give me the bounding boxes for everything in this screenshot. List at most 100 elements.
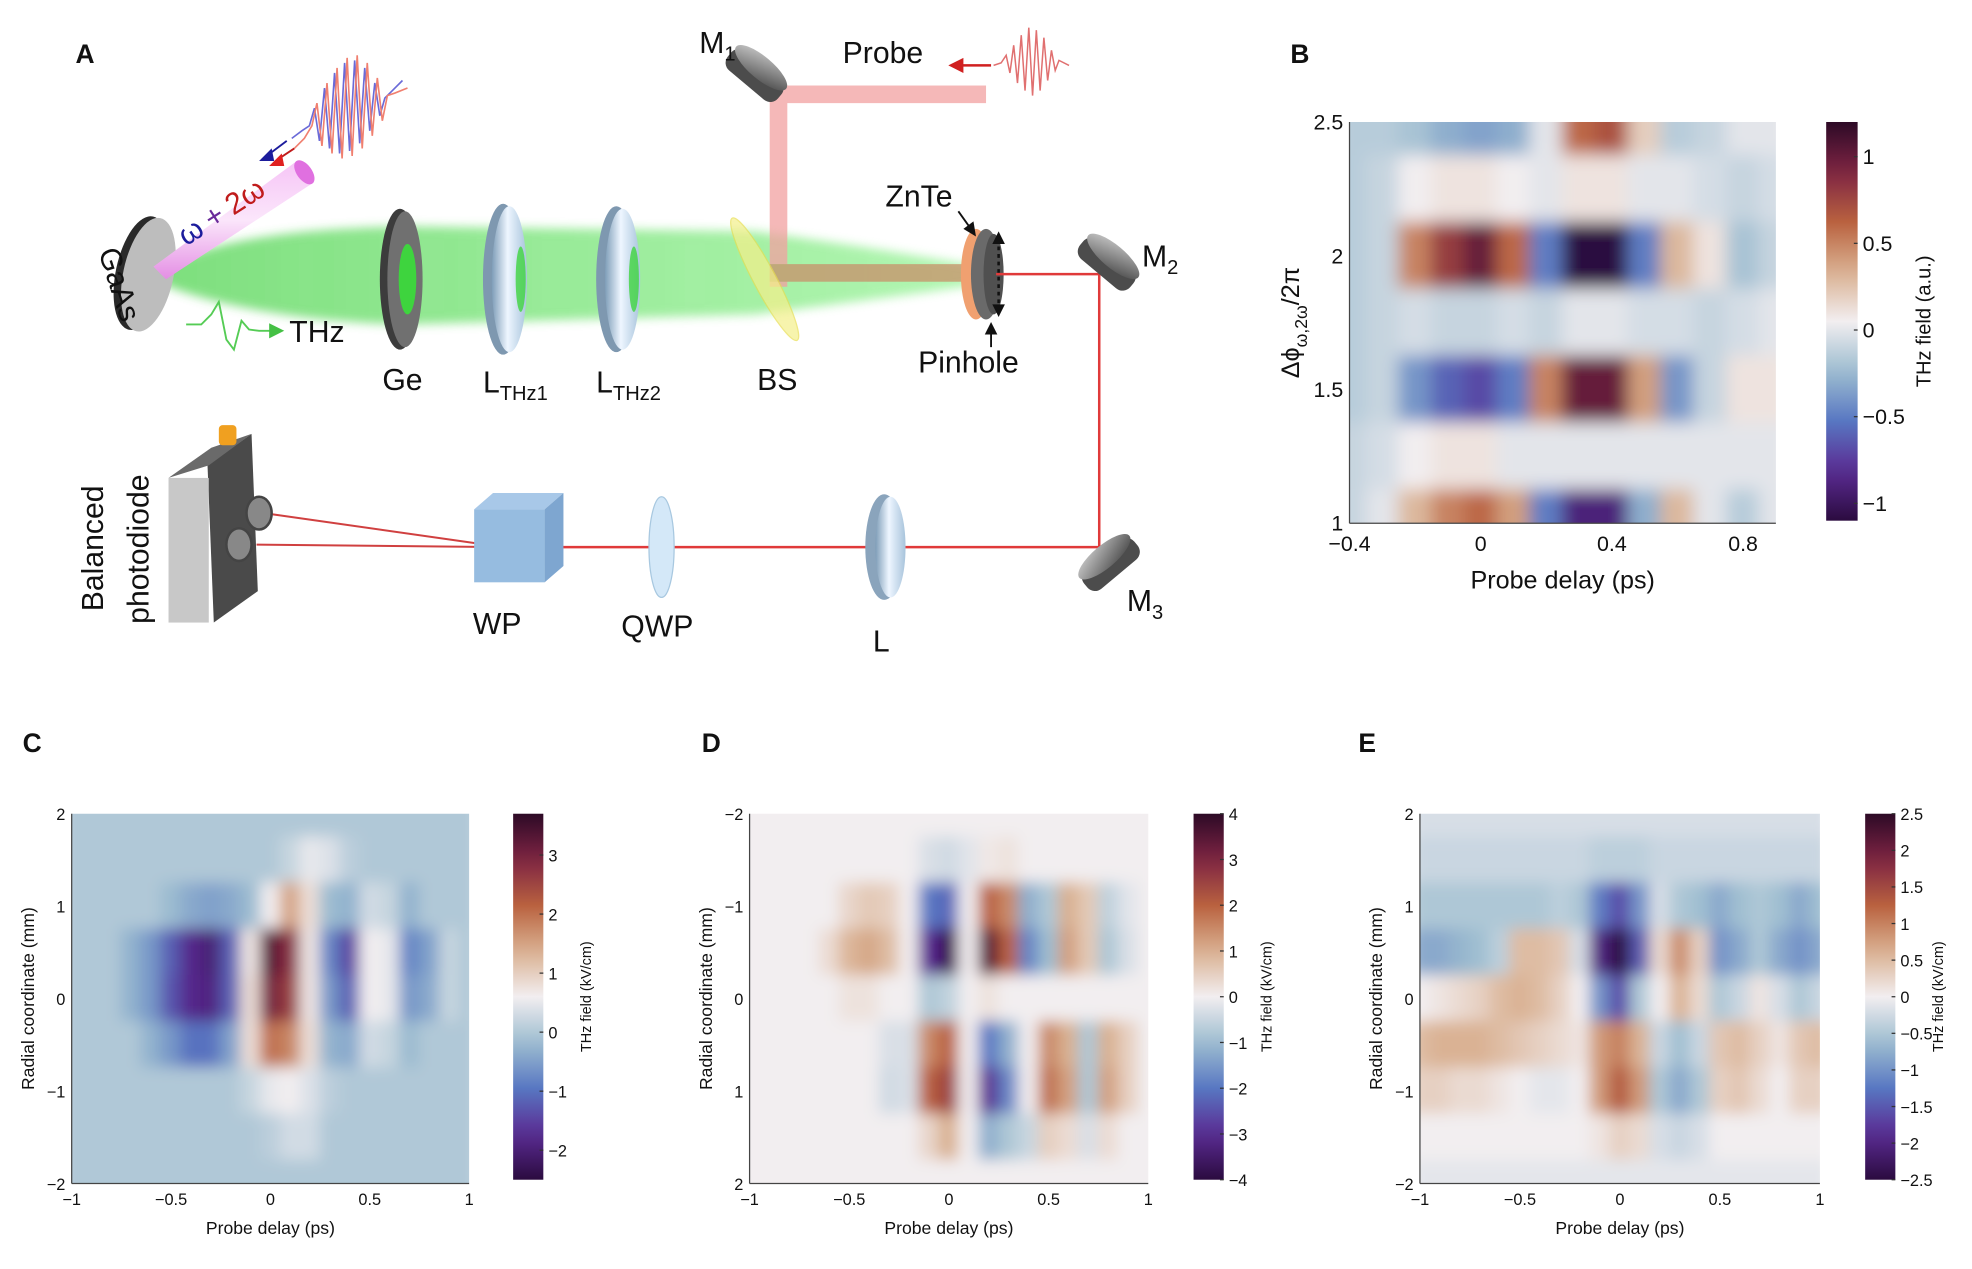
heatmap-cell [938,928,960,977]
heatmap-cell [798,882,820,930]
m3-label: M3 [1127,585,1163,624]
heatmap-cell [858,836,880,884]
ge-label: Ge [382,364,422,397]
heatmap-cell [998,1021,1020,1069]
colorbar-label: THz field (a.u.) [1914,255,1936,387]
heatmap-cell [1489,1113,1511,1162]
heatmap-cell [200,1113,222,1162]
heatmap-cell [1709,1067,1731,1115]
heatmap-cell [1509,813,1531,838]
heatmap-cell [838,928,860,977]
heatmap-cell [359,1113,381,1162]
panel-label-a: A [75,39,94,69]
heatmap-cell [458,974,470,1023]
heatmap-cell [1589,974,1611,1023]
heatmap-cell [418,836,440,884]
heatmap-cell [1419,1021,1431,1069]
heatmap-cell [778,974,801,1023]
heatmap-cell [1729,836,1751,884]
colorbar-label: THz field (kV/cm) [579,941,595,1052]
heatmap-cell [220,882,242,930]
colorbar-tick-label: 2 [1900,843,1909,861]
colorbar-tick-label: −0.5 [1863,405,1905,429]
x-tick-label: −0.5 [833,1191,865,1209]
heatmap-cell [279,1021,301,1069]
heatmap-cell [1689,813,1711,838]
x-tick-label: 1 [465,1191,474,1209]
heatmap-cell [778,1159,801,1184]
heatmap-cell [1529,974,1551,1023]
heatmap-cell [1809,882,1820,930]
colorbar-tick-label: −2 [1900,1135,1919,1153]
heatmap-cell [80,813,103,838]
heatmap-cell [239,1159,262,1184]
heatmap-cell [1117,1113,1139,1162]
heatmap-cell [1137,1159,1149,1184]
heatmap-cell [1349,489,1367,524]
mirror-m1 [725,45,788,103]
znte-label: ZnTe [885,180,952,213]
heatmap-cell [918,974,940,1023]
heatmap-cell [1594,355,1629,424]
heatmap-cell [359,928,381,977]
heatmap-cell [1496,355,1531,424]
heatmap-cell [438,928,460,977]
heatmap-cell [180,974,202,1023]
x-axis-label: Probe delay (ps) [1470,567,1654,595]
heatmap-cell [1018,836,1040,884]
heatmap-cell [1057,836,1080,884]
heatmap-cell [1693,121,1728,157]
heatmap-cell [838,1067,860,1115]
lens-thz1 [482,203,527,355]
heatmap-cell [259,836,281,884]
heatmap-cell [1689,1159,1711,1184]
heatmap-cell [1349,355,1367,424]
y-axis-label: Radial coordinate (mm) [696,907,716,1090]
colorbar-tick-label: −2.5 [1900,1172,1932,1190]
heatmap-cell [1137,1067,1149,1115]
heatmap-cell [1429,1067,1451,1115]
heatmap-cell [1562,121,1597,157]
heatmap-cell [1669,882,1691,930]
heatmap-cell [1496,422,1531,491]
x-tick-label: 0.4 [1597,532,1627,556]
heatmap-cell [418,1021,440,1069]
heatmap-cell [1349,154,1367,223]
thz-wave-icon [186,299,285,352]
colorbar-tick-label: 3 [1229,852,1238,870]
heatmap-cell [1463,422,1498,491]
y-tick-label: 1 [56,898,65,916]
y-axis-label: Radial coordinate (mm) [1366,907,1386,1090]
heatmap-cell [418,928,440,977]
heatmap-cell [259,1113,281,1162]
heatmap-cell [398,974,421,1023]
heatmap-cell [1419,813,1431,838]
colorbar-tick-label: 2.5 [1900,806,1923,824]
heatmap-panel-d: −1 −0.5 0 0.5 1 −2 −1 0 1 2 Probe delay (ps) Radial… [696,806,1276,1238]
heatmap-cell [898,1113,920,1162]
heatmap-cell [1669,1159,1691,1184]
heatmap-cell [1430,422,1465,491]
heatmap-cell [749,1159,761,1184]
heatmap-cell [1057,928,1080,977]
heatmap-cell [1758,288,1776,357]
heatmap-cell [918,1067,940,1115]
heatmap-cell [1689,974,1711,1023]
x-tick-label: −1 [740,1191,759,1209]
lens-thz1-label: LTHz1 [483,366,548,405]
heatmap-cell [438,974,460,1023]
heatmap-cell [279,882,301,930]
heatmap-cell [958,1021,980,1069]
heatmap-cell [339,928,361,977]
heatmap-cell [998,1113,1020,1162]
heatmap-cell [200,928,222,977]
heatmap-cell [1669,928,1691,977]
heatmap-cell [1117,882,1139,930]
heatmap-cell [339,836,361,884]
heatmap-cell [798,928,820,977]
heatmap-cell [1649,1159,1671,1184]
heatmap-cell [239,974,262,1023]
heatmap-cell [1429,836,1451,884]
heatmap-cell [838,1159,860,1184]
